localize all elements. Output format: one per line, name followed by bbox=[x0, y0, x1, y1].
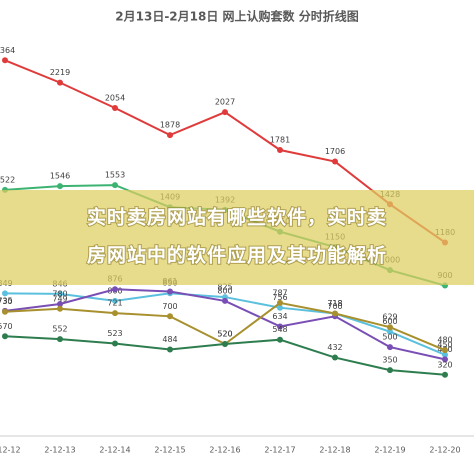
data-label: 634 bbox=[272, 312, 287, 321]
data-point bbox=[112, 105, 118, 111]
data-label: 2219 bbox=[50, 68, 70, 77]
x-tick-label: 2-12-14 bbox=[99, 446, 130, 455]
data-point bbox=[57, 183, 63, 190]
data-point bbox=[277, 147, 283, 153]
data-label: 484 bbox=[162, 335, 177, 344]
data-label: 718 bbox=[327, 299, 342, 308]
data-point bbox=[277, 299, 283, 306]
data-label: 450 bbox=[437, 340, 452, 349]
x-tick-label: 2-12-15 bbox=[154, 446, 185, 455]
data-point bbox=[112, 340, 118, 347]
data-label: 1553 bbox=[105, 171, 125, 180]
data-label: 570 bbox=[0, 322, 13, 331]
data-point bbox=[387, 367, 393, 374]
data-label: 520 bbox=[217, 330, 232, 339]
banner-background bbox=[0, 190, 474, 285]
data-label: 735 bbox=[0, 296, 13, 305]
data-label: 1878 bbox=[160, 121, 180, 130]
data-label: 2364 bbox=[0, 46, 15, 55]
data-label: 500 bbox=[382, 333, 397, 342]
data-label: 1706 bbox=[325, 147, 345, 156]
data-point bbox=[167, 346, 173, 353]
x-tick-label: 2-12-13 bbox=[44, 446, 75, 455]
data-label: 523 bbox=[107, 329, 122, 338]
data-label: 2027 bbox=[215, 98, 235, 107]
data-label: 1781 bbox=[270, 136, 290, 145]
chart-title: 2月13日-2月18日 网上认购套数 分时折线图 bbox=[115, 9, 358, 24]
data-label: 700 bbox=[162, 302, 177, 311]
data-label: 480 bbox=[437, 336, 452, 345]
data-point bbox=[112, 297, 118, 304]
data-point bbox=[57, 79, 63, 86]
data-point bbox=[57, 301, 63, 307]
data-label: 721 bbox=[107, 299, 122, 308]
data-label: 780 bbox=[52, 290, 67, 299]
x-tick-label: 2-12-20 bbox=[429, 446, 460, 455]
data-point bbox=[442, 356, 448, 363]
data-point bbox=[112, 182, 118, 189]
data-label: 552 bbox=[52, 325, 67, 334]
data-label: 700 bbox=[327, 302, 342, 311]
x-tick-label: 2-12-16 bbox=[209, 446, 240, 455]
data-point bbox=[2, 333, 8, 340]
data-label: 718 bbox=[327, 299, 342, 308]
data-point bbox=[387, 328, 393, 335]
data-point bbox=[167, 288, 173, 295]
data-point bbox=[277, 323, 283, 330]
data-label: 432 bbox=[327, 343, 342, 352]
data-point bbox=[112, 286, 118, 293]
data-label: 629 bbox=[382, 313, 397, 322]
data-point bbox=[2, 308, 8, 315]
data-point bbox=[57, 336, 63, 343]
x-tick-label: 2-12-17 bbox=[264, 446, 295, 455]
data-point bbox=[2, 57, 8, 64]
banner-line: 实时卖房网站有哪些软件，实时卖 bbox=[87, 206, 387, 229]
data-label: 1522 bbox=[0, 175, 15, 184]
data-label: 730 bbox=[0, 297, 13, 306]
x-tick-label: 2-12-12 bbox=[0, 446, 21, 455]
x-tick-label: 2-12-18 bbox=[319, 446, 350, 455]
data-label: 749 bbox=[52, 294, 67, 303]
data-label: 600 bbox=[382, 317, 397, 326]
data-label: 787 bbox=[272, 288, 287, 297]
data-point bbox=[112, 310, 118, 317]
data-label: 520 bbox=[217, 330, 232, 339]
data-point bbox=[167, 313, 173, 320]
data-point bbox=[277, 304, 283, 311]
data-point bbox=[387, 344, 393, 351]
data-point bbox=[57, 305, 63, 312]
banner-line: 房网站中的软件应用及其功能解析 bbox=[87, 244, 387, 267]
data-label: 756 bbox=[272, 293, 287, 302]
data-point bbox=[222, 109, 228, 116]
data-label: 1546 bbox=[50, 172, 70, 181]
data-label: 2054 bbox=[105, 94, 125, 103]
data-point bbox=[277, 336, 283, 343]
x-tick-label: 2-12-19 bbox=[374, 446, 405, 455]
data-point bbox=[442, 347, 448, 354]
data-label: 350 bbox=[382, 356, 397, 365]
data-point bbox=[387, 324, 393, 331]
data-point bbox=[442, 351, 448, 358]
data-point bbox=[167, 132, 173, 139]
data-label: 825 bbox=[217, 283, 232, 292]
data-point bbox=[2, 290, 8, 297]
data-point bbox=[332, 354, 338, 361]
data-point bbox=[57, 290, 63, 297]
data-point bbox=[332, 158, 338, 165]
data-label: 548 bbox=[272, 325, 287, 334]
data-point bbox=[222, 341, 228, 347]
data-point bbox=[442, 371, 448, 378]
data-label: 800 bbox=[217, 286, 232, 295]
data-point bbox=[332, 310, 338, 317]
data-label: 320 bbox=[437, 360, 452, 369]
data-point bbox=[222, 297, 228, 304]
